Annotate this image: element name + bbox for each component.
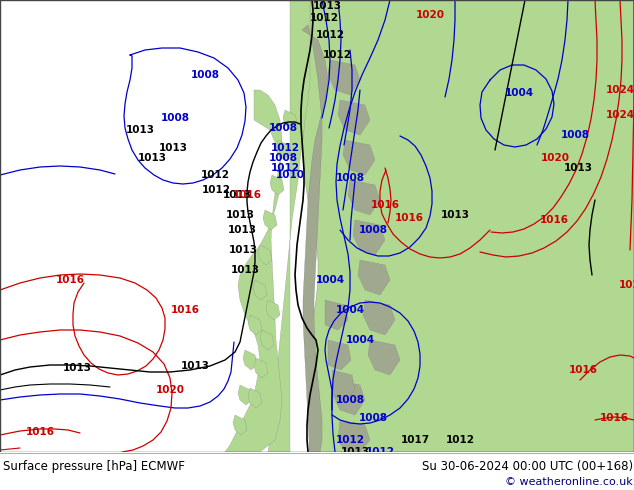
Text: 1016: 1016 (569, 365, 597, 375)
Text: 1008: 1008 (560, 130, 590, 140)
Polygon shape (276, 140, 290, 160)
Text: 1013: 1013 (126, 125, 155, 135)
Text: 1013: 1013 (223, 190, 252, 200)
Polygon shape (332, 370, 355, 400)
Polygon shape (238, 385, 252, 405)
Text: Surface pressure [hPa] ECMWF: Surface pressure [hPa] ECMWF (3, 460, 185, 473)
Text: 1013: 1013 (228, 225, 257, 235)
Text: 1013: 1013 (564, 163, 593, 173)
Text: 1012: 1012 (316, 30, 344, 40)
Polygon shape (358, 260, 390, 295)
Text: 1016: 1016 (233, 190, 261, 200)
Text: 1012: 1012 (202, 185, 231, 195)
Polygon shape (353, 220, 385, 255)
Text: 1013: 1013 (313, 1, 342, 11)
Text: 1008: 1008 (160, 113, 190, 123)
Text: 1012: 1012 (446, 435, 474, 445)
Text: 1016: 1016 (394, 213, 424, 223)
Polygon shape (260, 330, 274, 350)
Polygon shape (268, 0, 310, 452)
Polygon shape (363, 300, 395, 335)
Text: 1008: 1008 (190, 70, 219, 80)
Text: 1012: 1012 (309, 13, 339, 23)
Polygon shape (248, 315, 262, 335)
Text: 1020: 1020 (415, 10, 444, 20)
Text: © weatheronline.co.uk: © weatheronline.co.uk (505, 477, 633, 487)
Text: 1004: 1004 (346, 335, 375, 345)
Text: 1004: 1004 (316, 275, 344, 285)
Text: 1013: 1013 (340, 447, 370, 457)
Text: 1017: 1017 (401, 435, 430, 445)
Text: 1008: 1008 (269, 123, 297, 133)
Text: 1013: 1013 (158, 143, 188, 153)
Text: 1004: 1004 (505, 88, 534, 98)
Text: 1012: 1012 (365, 447, 394, 457)
Text: 1013: 1013 (441, 210, 470, 220)
Text: 1008: 1008 (335, 395, 365, 405)
Text: 1016: 1016 (25, 427, 55, 437)
Polygon shape (258, 245, 272, 265)
Polygon shape (302, 25, 328, 452)
Polygon shape (302, 0, 634, 452)
Text: 1024: 1024 (605, 110, 634, 120)
Polygon shape (253, 280, 267, 300)
Polygon shape (225, 90, 282, 452)
Polygon shape (338, 420, 370, 452)
Text: 1013: 1013 (228, 245, 257, 255)
Polygon shape (263, 210, 277, 230)
Text: 1008: 1008 (335, 173, 365, 183)
Text: 1008: 1008 (358, 225, 387, 235)
Text: 1012: 1012 (271, 163, 299, 173)
Text: Su 30-06-2024 00:00 UTC (00+168): Su 30-06-2024 00:00 UTC (00+168) (422, 460, 633, 473)
Polygon shape (333, 380, 365, 415)
Text: 1016: 1016 (600, 413, 628, 423)
Text: 102: 102 (619, 280, 634, 290)
Text: 1013: 1013 (231, 265, 259, 275)
Text: 1012: 1012 (200, 170, 230, 180)
Text: 1012: 1012 (323, 50, 351, 60)
Polygon shape (348, 180, 380, 215)
Polygon shape (328, 340, 351, 370)
Text: 1016: 1016 (171, 305, 200, 315)
Polygon shape (325, 300, 348, 330)
Text: 1012: 1012 (271, 143, 299, 153)
Text: 1016: 1016 (370, 200, 399, 210)
Polygon shape (254, 358, 268, 378)
Text: 1024: 1024 (605, 85, 634, 95)
Text: 1012: 1012 (335, 435, 365, 445)
Polygon shape (270, 175, 284, 195)
Polygon shape (266, 300, 280, 320)
Polygon shape (343, 140, 375, 175)
Text: 1013: 1013 (63, 363, 91, 373)
Polygon shape (283, 110, 298, 130)
Polygon shape (243, 350, 257, 370)
Polygon shape (338, 100, 370, 135)
Text: 1013: 1013 (138, 153, 167, 163)
Polygon shape (248, 388, 262, 408)
Text: 1013: 1013 (181, 361, 209, 371)
Polygon shape (368, 340, 400, 375)
Text: 1013: 1013 (226, 210, 254, 220)
Text: 1004: 1004 (335, 305, 365, 315)
Text: 1010: 1010 (276, 170, 304, 180)
Polygon shape (233, 415, 247, 435)
Text: 1020: 1020 (155, 385, 184, 395)
Text: 1016: 1016 (540, 215, 569, 225)
Polygon shape (328, 60, 360, 95)
Text: 1016: 1016 (56, 275, 84, 285)
Text: 1008: 1008 (269, 153, 297, 163)
Text: 1008: 1008 (358, 413, 387, 423)
Text: 1020: 1020 (541, 153, 569, 163)
